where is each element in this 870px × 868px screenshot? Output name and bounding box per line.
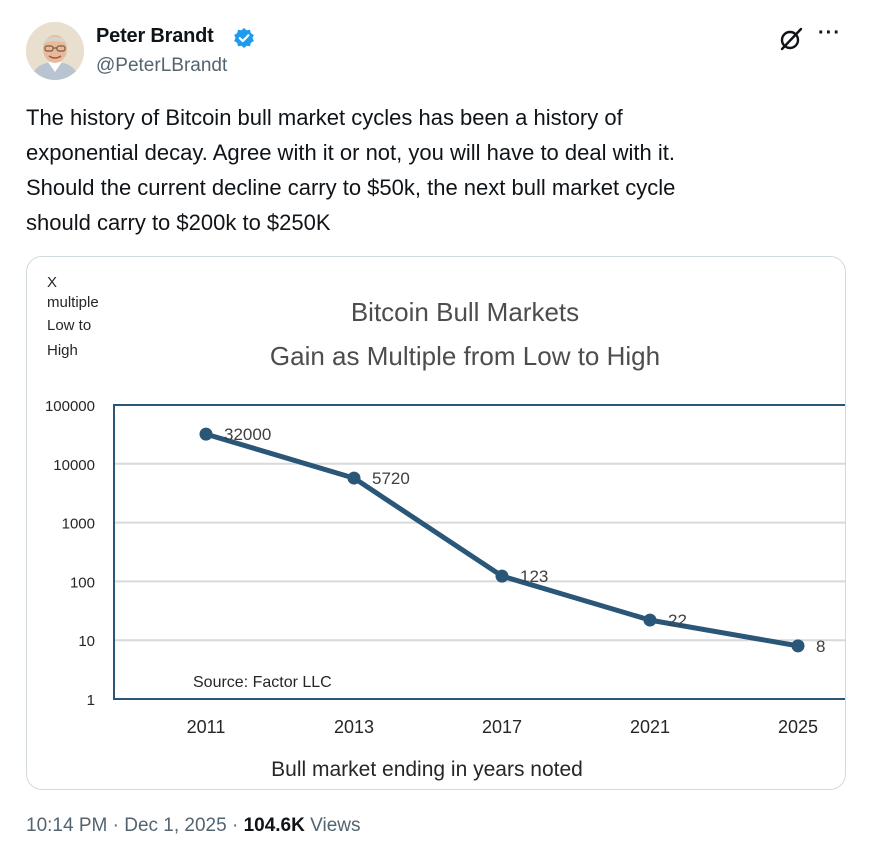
chart-ytick-label: 1000: [62, 516, 95, 533]
chart-ylabel-line: Low to: [47, 317, 91, 334]
tweet-text-line: exponential decay. Agree with it or not,…: [26, 140, 675, 165]
chart-source-annotation: Source: Factor LLC: [193, 674, 332, 691]
tweet-text-line: The history of Bitcoin bull market cycle…: [26, 105, 623, 130]
chart-ytick-label: 10000: [53, 457, 95, 474]
chart-ytick-label: 100000: [45, 398, 95, 415]
chart-title: Bitcoin Bull Markets: [351, 297, 579, 327]
chart-data-point: [347, 471, 361, 485]
chart-ytick-label: 100: [70, 574, 95, 591]
tweet-meta: 10:14 PM · Dec 1, 2025 · 104.6K Views: [26, 815, 360, 837]
tweet-text-line: should carry to $200k to $250K: [26, 210, 331, 235]
chart-subtitle: Gain as Multiple from Low to High: [270, 341, 660, 371]
tweet-text-line: Should the current decline carry to $50k…: [26, 175, 676, 200]
chart-data-label: 8: [816, 637, 825, 656]
chart-data-point: [495, 569, 509, 583]
chart-xtick-label: 2021: [630, 717, 670, 737]
chart-ytick-label: 1: [87, 692, 95, 709]
chart-xtick-label: 2025: [778, 717, 818, 737]
chart-plot-frame: [113, 404, 845, 700]
chart-data-point: [199, 427, 213, 441]
chart: X multiple Low to High Bitcoin Bull Mark…: [27, 257, 845, 789]
tweet-date[interactable]: Dec 1, 2025: [124, 815, 227, 836]
chart-data-label: 123: [520, 567, 548, 586]
more-options-button[interactable]: ···: [818, 22, 841, 44]
chart-data-point: [643, 613, 657, 627]
tweet-text: The history of Bitcoin bull market cycle…: [26, 100, 826, 240]
chart-xlabel: Bull market ending in years noted: [271, 758, 583, 781]
media-image[interactable]: X multiple Low to High Bitcoin Bull Mark…: [26, 256, 846, 790]
chart-data-label: 5720: [372, 469, 410, 488]
meta-separator: ·: [112, 815, 119, 836]
meta-separator: ·: [231, 815, 239, 836]
tweet-time[interactable]: 10:14 PM: [26, 815, 108, 836]
chart-xtick-label: 2011: [187, 717, 226, 737]
chart-ytick-label: 10: [78, 633, 95, 650]
chart-xtick-label: 2017: [482, 717, 522, 737]
avatar-portrait: [26, 22, 84, 80]
avatar[interactable]: [26, 22, 84, 80]
chart-ylabel-line: multiple: [47, 294, 99, 311]
chart-ylabel-line: X: [47, 274, 57, 291]
chart-data-label: 22: [668, 611, 687, 630]
chart-data-label: 32000: [224, 425, 271, 444]
chart-xtick-label: 2013: [334, 717, 374, 737]
grok-icon[interactable]: [778, 26, 804, 52]
verified-badge-icon: [234, 28, 254, 48]
chart-data-point: [791, 639, 805, 653]
chart-ylabel-line: High: [47, 342, 78, 359]
views-label: Views: [310, 815, 361, 836]
author-handle[interactable]: @PeterLBrandt: [96, 55, 228, 76]
author-name[interactable]: Peter Brandt: [96, 25, 214, 47]
views-count: 104.6K: [243, 815, 305, 836]
